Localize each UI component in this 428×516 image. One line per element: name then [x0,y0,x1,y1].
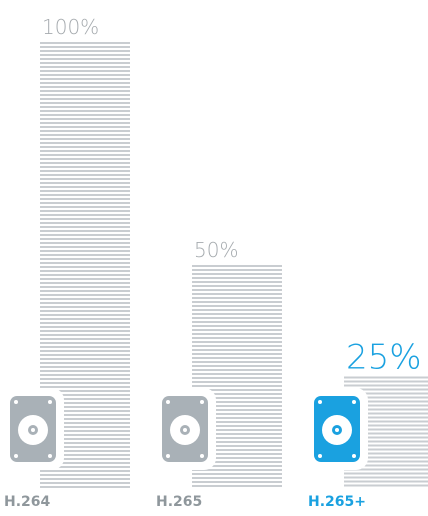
category-label: H.265 [156,494,202,510]
category-label: H.264 [4,494,51,510]
value-label: 50% [194,238,238,262]
hard-drive-icon [306,388,368,470]
hard-drive-icon [2,388,64,470]
bar-h-264 [40,42,130,488]
bar-h-265- [344,376,428,487]
value-label: 100% [42,15,99,39]
bar-h-265 [192,265,282,487]
hard-drive-icon [154,388,216,470]
value-label: 25% [346,338,422,378]
category-label: H.265+ [308,494,366,510]
